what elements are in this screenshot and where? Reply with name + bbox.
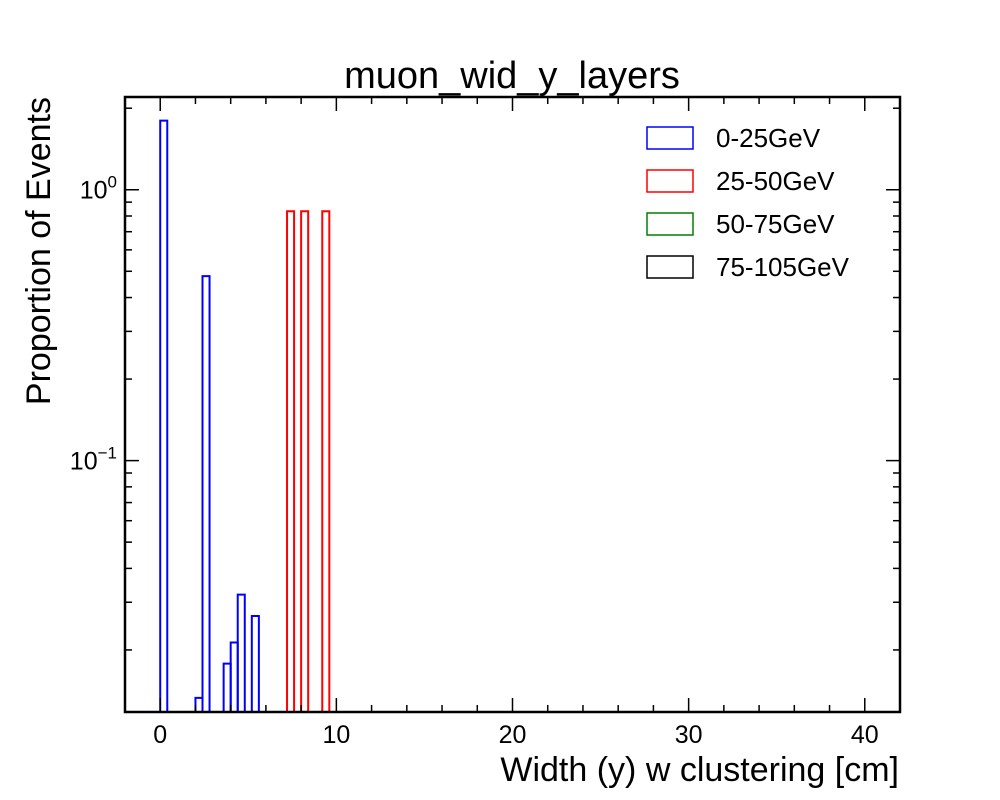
x-tick-label-3: 30	[675, 721, 703, 749]
histogram-bin-s0-b6	[250, 614, 260, 712]
histogram-bin-s0-b5	[236, 593, 246, 712]
histogram-bin-s1-b2	[321, 210, 331, 712]
legend-swatch-0	[646, 126, 694, 150]
histogram-bin-s0-b4	[229, 641, 239, 712]
x-tick-label-2: 20	[499, 721, 527, 749]
histogram-bin-s1-b0	[286, 210, 296, 712]
x-tick-label-4: 40	[851, 721, 879, 749]
x-tick-label-0: 0	[153, 721, 167, 749]
legend-swatch-1	[646, 169, 694, 193]
histogram-bin-s0-b0	[159, 119, 169, 712]
histogram-bin-s1-b1	[300, 210, 310, 712]
axis-ticks: 0 10 20 30 40 100 10−1	[70, 97, 901, 749]
y-tick-label-1: 10−1	[70, 444, 117, 476]
chart-title: muon_wid_y_layers	[344, 55, 680, 97]
legend-label-1: 25-50GeV	[716, 166, 835, 196]
y-axis-label: Proportion of Events	[20, 97, 58, 405]
y-tick-label-0: 100	[80, 173, 117, 205]
x-axis-label: Width (y) w clustering [cm]	[500, 751, 899, 789]
legend-label-2: 50-75GeV	[716, 209, 835, 239]
legend-label-3: 75-105GeV	[716, 252, 850, 282]
legend-swatch-3	[646, 255, 694, 279]
histogram-bin-s0-b2	[201, 275, 211, 712]
histogram-bars	[159, 119, 331, 712]
legend-swatch-2	[646, 212, 694, 236]
legend-label-0: 0-25GeV	[716, 123, 821, 153]
histogram-bin-s0-b3	[222, 662, 232, 712]
histogram-bin-s0-b1	[194, 696, 204, 712]
x-tick-label-1: 10	[322, 721, 350, 749]
legend: 0-25GeV 25-50GeV 50-75GeV 75-105GeV	[646, 123, 850, 282]
